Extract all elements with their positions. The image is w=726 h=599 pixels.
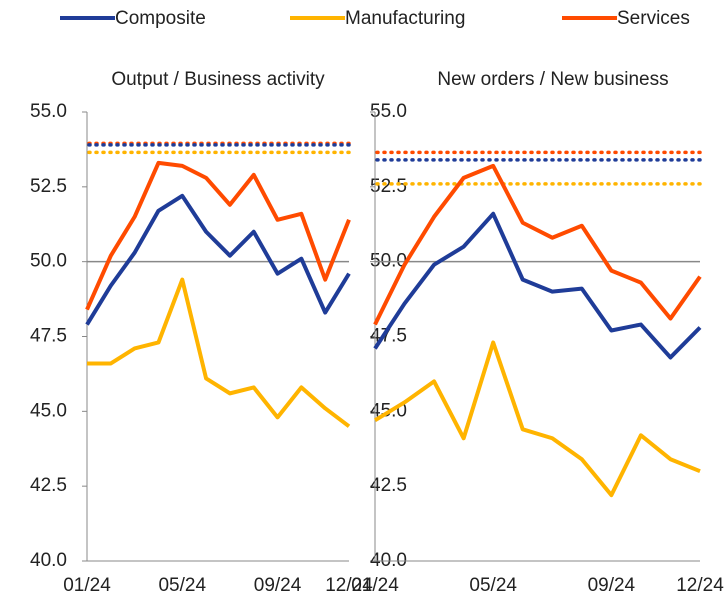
legend-label: Manufacturing <box>345 8 465 29</box>
series-line <box>85 160 351 311</box>
series-line <box>373 340 701 498</box>
legend-label: Composite <box>115 8 206 29</box>
legend-label: Services <box>617 8 690 29</box>
x-tick-label: 09/24 <box>588 575 636 596</box>
y-tick-label: 47.5 <box>30 326 67 347</box>
y-tick-label: 42.5 <box>370 475 407 496</box>
panel-title: Output / Business activity <box>111 69 325 90</box>
x-tick-label: 12/24 <box>325 575 373 596</box>
x-tick-label: 09/24 <box>254 575 302 596</box>
x-tick-label: 01/24 <box>351 575 399 596</box>
y-tick-label: 42.5 <box>30 475 67 496</box>
y-tick-label: 52.5 <box>30 176 67 197</box>
x-tick-label: 05/24 <box>469 575 517 596</box>
x-tick-label: 12/24 <box>676 575 724 596</box>
y-tick-label: 45.0 <box>30 400 67 421</box>
x-tick-label: 01/24 <box>63 575 111 596</box>
series-line <box>85 193 351 326</box>
panel-title: New orders / New business <box>437 69 668 90</box>
y-tick-label: 50.0 <box>30 251 67 272</box>
x-tick-label: 05/24 <box>158 575 206 596</box>
series-line <box>87 277 351 428</box>
y-tick-label: 55.0 <box>370 101 407 122</box>
series-line <box>373 211 702 360</box>
y-tick-label: 40.0 <box>30 550 67 571</box>
y-tick-label: 52.5 <box>370 176 407 197</box>
series-line <box>373 163 702 326</box>
y-tick-label: 55.0 <box>30 101 67 122</box>
